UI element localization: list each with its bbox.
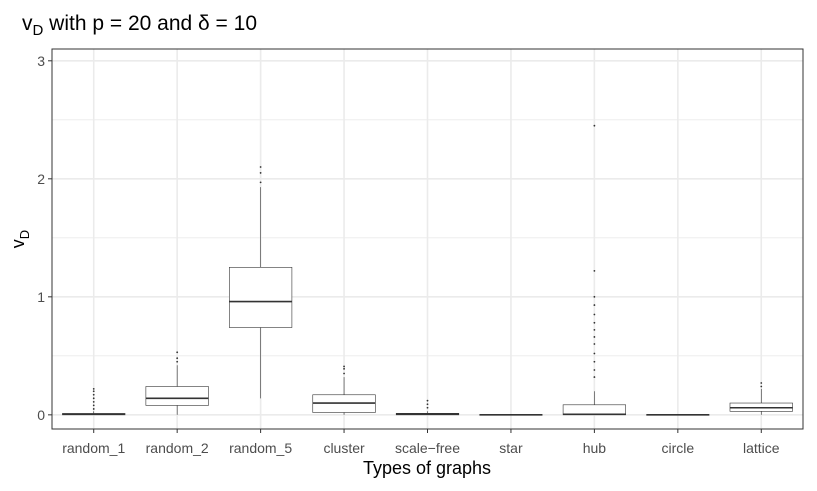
box-body bbox=[229, 267, 293, 328]
x-tick-label: random_5 bbox=[229, 440, 292, 456]
chart-title-subscript: D bbox=[33, 22, 44, 39]
x-tick-label: circle bbox=[661, 440, 694, 456]
outlier-point bbox=[259, 181, 262, 184]
x-tick-label: lattice bbox=[743, 440, 780, 456]
box-body bbox=[145, 386, 209, 406]
box-random_1 bbox=[62, 387, 126, 416]
outlier-point bbox=[92, 404, 95, 407]
x-tick-label: random_2 bbox=[146, 440, 209, 456]
box-scale−free bbox=[395, 399, 460, 416]
y-tick-label: 3 bbox=[37, 53, 45, 69]
x-axis-title: Types of graphs bbox=[363, 458, 491, 478]
axis-layer: 0 1 2 3 random_1 random_2 random_5 cluster scale… bbox=[37, 53, 780, 456]
box-cluster bbox=[312, 365, 376, 415]
outlier-point bbox=[593, 360, 596, 363]
outlier-point bbox=[593, 321, 596, 324]
outlier-point bbox=[92, 397, 95, 400]
outlier-point bbox=[92, 408, 95, 410]
outlier-point bbox=[92, 393, 95, 396]
outlier-point bbox=[593, 269, 596, 272]
outlier-point bbox=[593, 369, 596, 371]
outlier-point bbox=[760, 382, 763, 384]
x-tick-label: cluster bbox=[323, 440, 365, 456]
outlier-point bbox=[176, 360, 179, 363]
outlier-point bbox=[760, 385, 763, 388]
x-tick-label: random_1 bbox=[62, 440, 125, 456]
y-tick-label: 1 bbox=[37, 289, 45, 305]
outlier-point bbox=[259, 172, 262, 174]
box-circle bbox=[646, 414, 710, 416]
box-star bbox=[479, 414, 543, 416]
chart-title-base: v bbox=[22, 12, 33, 35]
outlier-point bbox=[343, 365, 345, 368]
outlier-point bbox=[176, 357, 179, 360]
y-axis-title-base: v bbox=[8, 239, 28, 248]
box-lattice bbox=[729, 382, 793, 415]
outlier-point bbox=[426, 399, 429, 402]
box-body bbox=[562, 404, 626, 416]
outlier-point bbox=[343, 372, 345, 375]
chart-title-rest: with p = 20 and δ = 10 bbox=[43, 12, 257, 35]
x-tick-label: scale−free bbox=[395, 440, 460, 456]
y-axis-title: vD bbox=[8, 230, 32, 248]
chart-title: vD with p = 20 and δ = 10 bbox=[22, 12, 257, 39]
box-random_2 bbox=[145, 351, 209, 415]
outlier-point bbox=[593, 295, 596, 298]
outlier-point bbox=[92, 387, 95, 390]
y-tick-label: 2 bbox=[37, 171, 45, 187]
outlier-point bbox=[593, 352, 596, 355]
box-hub bbox=[562, 124, 626, 416]
outlier-point bbox=[593, 336, 596, 338]
outlier-point bbox=[593, 343, 596, 345]
x-tick-label: star bbox=[499, 440, 523, 456]
outlier-point bbox=[593, 304, 596, 306]
outlier-point bbox=[593, 124, 596, 127]
y-tick-label: 0 bbox=[37, 407, 45, 423]
outlier-point bbox=[593, 328, 596, 331]
outlier-point bbox=[426, 403, 429, 406]
outlier-point bbox=[176, 351, 179, 354]
outlier-point bbox=[343, 367, 345, 370]
outlier-point bbox=[593, 313, 596, 316]
y-axis-title-subscript: D bbox=[17, 230, 32, 239]
outlier-point bbox=[259, 166, 262, 168]
boxes-layer bbox=[62, 124, 793, 416]
outlier-point bbox=[92, 400, 95, 403]
outlier-point bbox=[593, 376, 596, 378]
outlier-point bbox=[92, 390, 95, 393]
x-tick-label: hub bbox=[583, 440, 607, 456]
outlier-point bbox=[426, 406, 429, 409]
box-random_5 bbox=[229, 166, 293, 399]
